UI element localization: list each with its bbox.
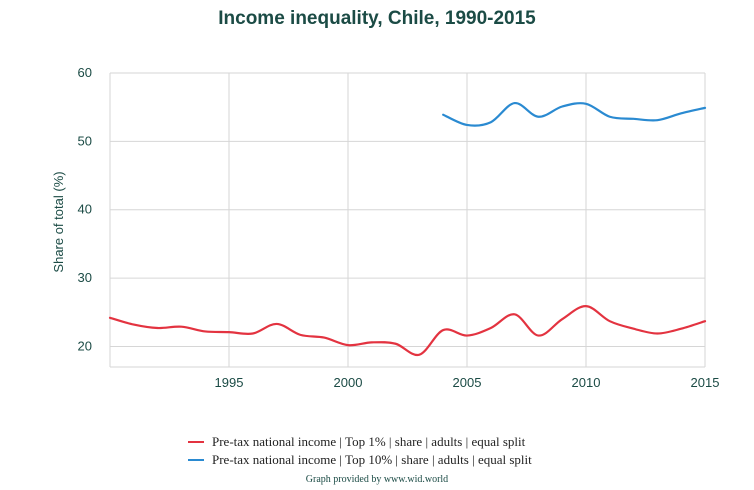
series-line-top1-point-1991[interactable]	[131, 322, 137, 328]
series-line-top10-point-2009[interactable]	[559, 104, 565, 110]
series-line-top1-point-1998[interactable]	[297, 332, 303, 338]
series-line-top10-point-2014[interactable]	[678, 110, 684, 116]
series-lines	[107, 100, 708, 358]
x-tick-label-2015: 2015	[691, 375, 720, 390]
series-line-top10-point-2012[interactable]	[631, 116, 637, 122]
legend-label-top1: Pre-tax national income | Top 1% | share…	[212, 434, 526, 449]
series-line-top10-point-2004[interactable]	[440, 112, 446, 118]
legend-swatch-top1	[188, 441, 204, 443]
series-line-top10-point-2007[interactable]	[512, 100, 518, 106]
y-tick-label-60: 60	[78, 65, 92, 80]
series-line-top1-point-1993[interactable]	[178, 324, 184, 330]
series-line-top1-point-2000[interactable]	[345, 342, 351, 348]
series-line-top1-point-2015[interactable]	[702, 318, 708, 324]
series-line-top10-point-2011[interactable]	[607, 114, 613, 120]
series-line-top1-point-2004[interactable]	[440, 327, 446, 333]
series-line-top1[interactable]	[108, 305, 707, 357]
series-line-top1-point-1996[interactable]	[250, 330, 256, 336]
series-line-top1-point-2014[interactable]	[678, 326, 684, 332]
series-line-top1-point-1999[interactable]	[321, 335, 327, 341]
series-line-top1-point-2012[interactable]	[631, 326, 637, 332]
legend-label-top10: Pre-tax national income | Top 10% | shar…	[212, 452, 532, 467]
y-axis-ticks: 20 30 40 50 60	[78, 65, 92, 353]
series-line-top1-point-2005[interactable]	[464, 333, 470, 339]
series-line-top10-point-2006[interactable]	[488, 119, 494, 125]
series-line-top1-point-1992[interactable]	[155, 325, 161, 331]
y-axis-label: Share of total (%)	[51, 171, 66, 272]
series-line-top10-point-2015[interactable]	[702, 105, 708, 111]
y-tick-label-40: 40	[78, 202, 92, 217]
legend-swatch-top10	[188, 459, 204, 461]
series-line-top1-point-1994[interactable]	[202, 328, 208, 334]
credit-text: Graph provided by www.wid.world	[305, 474, 449, 485]
x-tick-label-1995: 1995	[215, 375, 244, 390]
chart-title: Income inequality, Chile, 1990-2015	[218, 8, 536, 29]
series-line-top1-point-2011[interactable]	[607, 318, 613, 324]
series-line-top1-point-2013[interactable]	[654, 330, 660, 336]
series-line-top1-point-2009[interactable]	[559, 316, 565, 322]
series-line-top1-point-2006[interactable]	[488, 325, 494, 331]
series-line-top1-point-1990[interactable]	[107, 315, 113, 321]
legend-item-top1[interactable]: Pre-tax national income | Top 1% | share…	[188, 433, 532, 451]
series-line-top10[interactable]	[442, 101, 707, 127]
series-line-top10-point-2010[interactable]	[583, 101, 589, 107]
line-chart: 1995 2000 2005 2010 2015 20 30 40 50 60 Share of…	[51, 65, 720, 390]
y-tick-label-20: 20	[78, 338, 92, 353]
series-line-top1-point-2001[interactable]	[369, 339, 375, 345]
y-tick-label-50: 50	[78, 133, 92, 148]
series-line-top10-point-2013[interactable]	[654, 117, 660, 123]
series-line-top1-point-1997[interactable]	[274, 321, 280, 327]
series-line-top1-point-2010[interactable]	[583, 303, 589, 309]
legend-item-top10[interactable]: Pre-tax national income | Top 10% | shar…	[188, 451, 532, 469]
series-line-top10-point-2005[interactable]	[464, 122, 470, 128]
series-line-top1-point-2008[interactable]	[535, 333, 541, 339]
series-line-top1-point-2003[interactable]	[416, 352, 422, 358]
x-tick-label-2005: 2005	[453, 375, 482, 390]
x-tick-label-2010: 2010	[572, 375, 601, 390]
x-axis-ticks: 1995 2000 2005 2010 2015	[215, 375, 720, 390]
legend: Pre-tax national income | Top 1% | share…	[188, 433, 532, 469]
series-line-top1-point-2002[interactable]	[393, 341, 399, 347]
series-line-top10-point-2008[interactable]	[535, 114, 541, 120]
x-tick-label-2000: 2000	[334, 375, 363, 390]
y-tick-label-30: 30	[78, 270, 92, 285]
series-line-top1-point-2007[interactable]	[512, 311, 518, 317]
series-line-top1-point-1995[interactable]	[226, 329, 232, 335]
grid-lines	[110, 72, 706, 367]
